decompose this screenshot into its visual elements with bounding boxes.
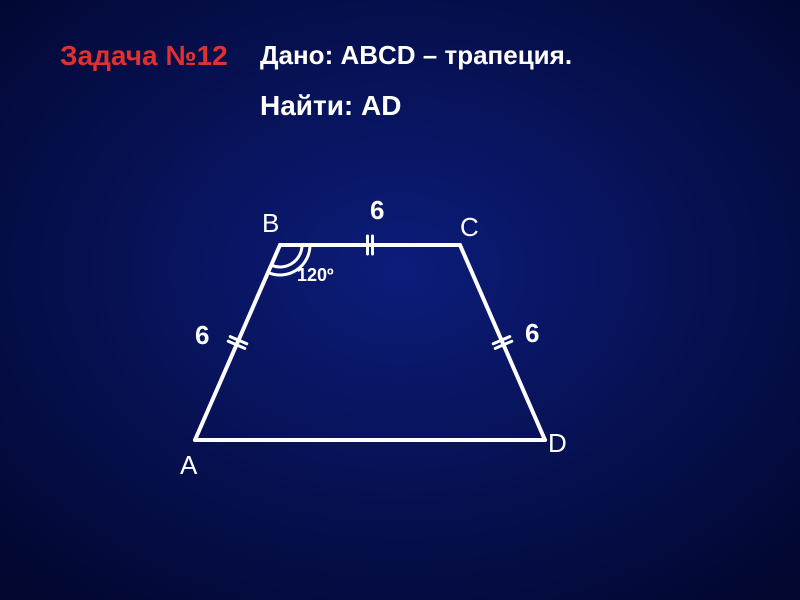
angle-label-b: 120º — [297, 265, 334, 286]
vertex-label-c: C — [460, 212, 479, 243]
stage: Задача №12 Дано: ABCD – трапеция. Найти:… — [0, 0, 800, 600]
vertex-label-d: D — [548, 428, 567, 459]
side-label-ab: 6 — [195, 320, 209, 351]
side-label-bc: 6 — [370, 195, 384, 226]
trapezoid-diagram — [0, 0, 800, 600]
vertex-label-a: A — [180, 450, 197, 481]
side-label-cd: 6 — [525, 318, 539, 349]
vertex-label-b: B — [262, 208, 279, 239]
